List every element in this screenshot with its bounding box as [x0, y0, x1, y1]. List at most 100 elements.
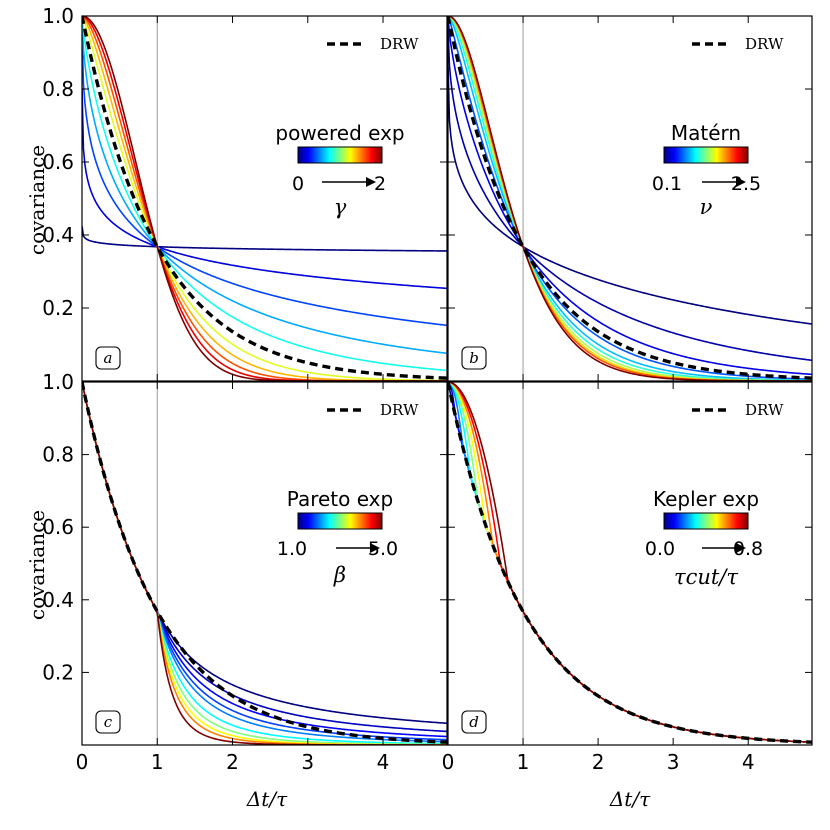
drw-curve-b [448, 16, 812, 380]
drw-curve-d [448, 382, 812, 744]
legend-label-c: DRW [380, 401, 419, 419]
colorbar-a [297, 146, 383, 164]
series-b-4 [448, 16, 812, 381]
series-d-7 [448, 382, 812, 743]
series-c-7 [82, 382, 447, 745]
x-tick-label-left: 1 [151, 750, 164, 774]
series-a-1 [82, 87, 447, 290]
colorbar-arrowhead-c [370, 543, 380, 553]
panel-label-box-b [461, 346, 487, 370]
series-a-3 [82, 19, 447, 355]
series-d-3 [448, 382, 812, 743]
colorbar-title-d: Kepler exp [653, 487, 759, 511]
series-b-8 [448, 16, 812, 381]
panel-frame-d [447, 381, 813, 746]
panel-label-c: c [104, 713, 113, 731]
panel-frame-c [81, 381, 448, 746]
x-tick-label-right: 4 [742, 750, 755, 774]
panel-curves-a [82, 16, 447, 381]
x-tick-label-left: 4 [377, 750, 390, 774]
colorbar-min-d: 0.0 [645, 538, 675, 560]
series-a-0 [82, 226, 447, 252]
series-c-6 [82, 382, 447, 745]
y-tick-label-top: 0.4 [42, 223, 74, 247]
series-b-7 [448, 16, 812, 381]
series-b-9 [448, 16, 812, 381]
colorbar-param-c: β [333, 563, 346, 587]
series-d-8 [448, 382, 812, 743]
panel-label-d: d [469, 713, 479, 731]
y-tick-label-bottom: 0.6 [42, 515, 74, 539]
series-b-3 [448, 16, 812, 380]
legend-label-a: DRW [380, 35, 419, 53]
x-tick-label-right: 3 [667, 750, 680, 774]
series-a-4 [82, 16, 447, 372]
x-tick-label-right: 1 [517, 750, 530, 774]
series-b-0 [448, 66, 812, 325]
series-c-9 [82, 382, 447, 745]
series-a-8 [82, 16, 447, 381]
panel-curves-b [448, 16, 812, 381]
series-b-6 [448, 16, 812, 381]
x-tick-label-right: 0 [442, 750, 455, 774]
series-c-8 [82, 382, 447, 745]
y-axis-title-top: covariance [25, 145, 49, 255]
colorbar-max-c: 5.0 [368, 538, 398, 560]
panel-label-a: a [104, 349, 113, 367]
panel-curves-c [82, 382, 447, 745]
colorbar-arrowhead-d [736, 543, 746, 553]
y-tick-label-top: 1.0 [42, 4, 74, 28]
colorbar-d [663, 512, 749, 530]
series-a-2 [82, 33, 447, 327]
colorbar-max-d: 0.8 [733, 538, 763, 560]
legend-label-b: DRW [745, 35, 784, 53]
series-b-5 [448, 16, 812, 381]
series-d-5 [448, 382, 812, 743]
colorbar-min-b: 0.1 [652, 173, 682, 195]
x-axis-title-right: Δt/τ [609, 787, 651, 811]
colorbar-c [297, 512, 383, 530]
colorbar-title-a: powered exp [275, 121, 404, 145]
colorbar-min-c: 1.0 [277, 538, 307, 560]
panel-frame-a [81, 15, 448, 382]
y-tick-label-bottom: 0.4 [42, 588, 74, 612]
series-c-5 [82, 382, 447, 745]
colorbar-max-a: 2 [374, 173, 386, 195]
x-tick-label-left: 3 [301, 750, 314, 774]
drw-curve-c [82, 382, 447, 744]
x-tick-label-left: 2 [226, 750, 239, 774]
colorbar-title-b: Matérn [671, 121, 741, 145]
colorbar-arrowhead-b [736, 177, 746, 187]
series-a-5 [82, 16, 447, 381]
series-d-1 [448, 382, 812, 743]
colorbar-param-d: τcut/τ [674, 565, 738, 589]
panel-label-b: b [469, 349, 479, 367]
colorbar-b [663, 146, 749, 164]
series-c-3 [82, 382, 447, 741]
series-d-2 [448, 382, 812, 743]
x-axis-title-left: Δt/τ [246, 787, 288, 811]
panel-label-box-a [95, 346, 121, 370]
x-tick-label-left: 0 [76, 750, 89, 774]
series-c-4 [82, 382, 447, 743]
panel-label-box-d [461, 710, 487, 734]
colorbar-param-b: ν [700, 195, 713, 219]
legend-label-d: DRW [745, 401, 784, 419]
y-tick-label-top: 0.2 [42, 296, 74, 320]
y-tick-label-bottom: 1.0 [42, 370, 74, 394]
colorbar-min-a: 0 [292, 173, 304, 195]
series-d-6 [448, 382, 812, 743]
drw-curve-a [82, 16, 447, 380]
series-d-4 [448, 382, 812, 743]
colorbar-arrowhead-a [366, 177, 376, 187]
panel-label-box-c [95, 710, 121, 734]
panel-curves-d [448, 382, 812, 744]
y-axis-title-bottom: covariance [25, 510, 49, 620]
series-a-9 [82, 16, 447, 381]
x-tick-label-right: 2 [592, 750, 605, 774]
y-tick-label-top: 0.8 [42, 77, 74, 101]
colorbar-max-b: 2.5 [731, 173, 761, 195]
colorbar-param-a: γ [334, 195, 347, 219]
y-tick-label-bottom: 0.2 [42, 660, 74, 684]
series-b-2 [448, 17, 812, 376]
